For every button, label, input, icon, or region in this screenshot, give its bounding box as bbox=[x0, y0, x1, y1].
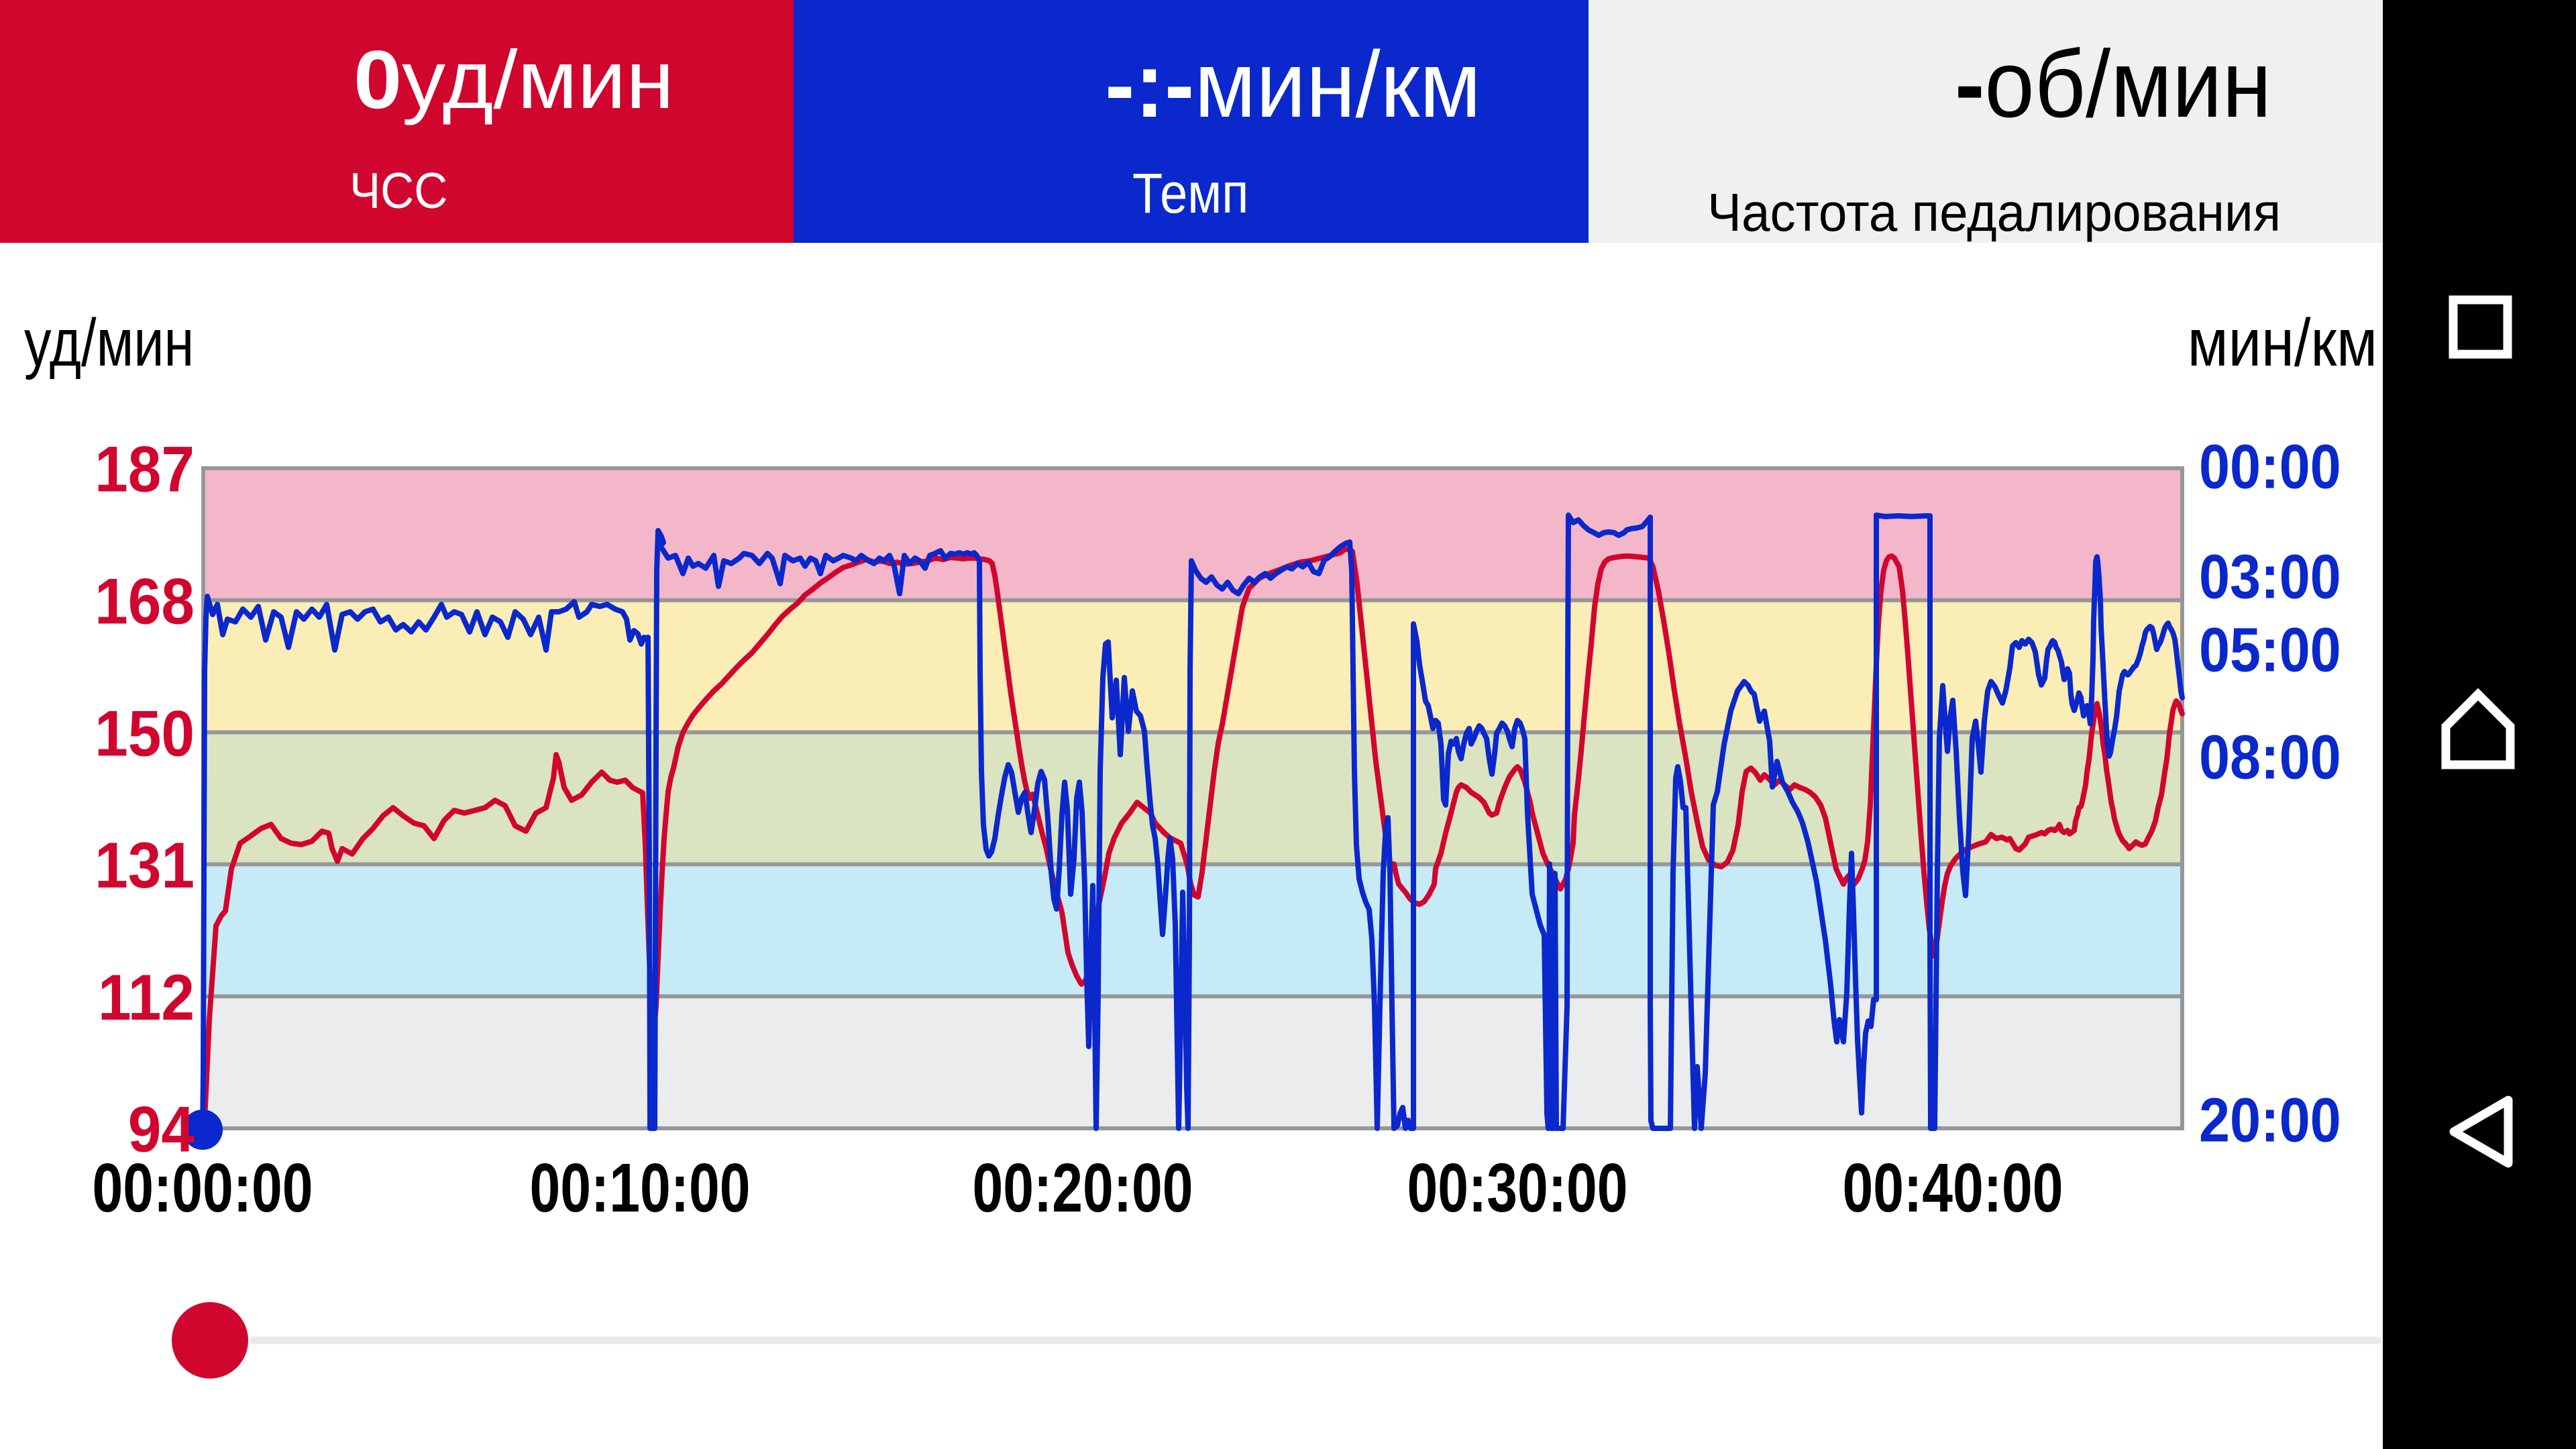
svg-text:уд/мин: уд/мин bbox=[24, 306, 194, 380]
svg-text:ЧСС: ЧСС bbox=[350, 164, 447, 219]
svg-text:Частота педалирования: Частота педалирования bbox=[1707, 182, 2281, 242]
svg-text:08:00: 08:00 bbox=[2199, 722, 2341, 792]
svg-text:мин/км: мин/км bbox=[2188, 306, 2377, 380]
svg-text:03:00: 03:00 bbox=[2199, 541, 2341, 612]
svg-text:112: 112 bbox=[98, 961, 195, 1033]
svg-text:00:00: 00:00 bbox=[2199, 431, 2341, 502]
svg-text:131: 131 bbox=[95, 829, 195, 902]
svg-text:94: 94 bbox=[128, 1093, 195, 1165]
svg-text:00:00:00: 00:00:00 bbox=[93, 1149, 313, 1226]
svg-text:05:00: 05:00 bbox=[2199, 614, 2341, 685]
svg-text:20:00: 20:00 bbox=[2199, 1085, 2341, 1155]
svg-text:00:30:00: 00:30:00 bbox=[1407, 1149, 1628, 1226]
svg-text:00:10:00: 00:10:00 bbox=[530, 1149, 751, 1226]
svg-text:-:-мин/км: -:-мин/км bbox=[1105, 32, 1481, 137]
svg-text:-об/мин: -об/мин bbox=[1955, 31, 2271, 138]
svg-text:00:40:00: 00:40:00 bbox=[1843, 1149, 2063, 1226]
svg-text:Темп: Темп bbox=[1132, 162, 1248, 225]
svg-text:00:20:00: 00:20:00 bbox=[973, 1149, 1193, 1226]
svg-text:168: 168 bbox=[95, 565, 195, 637]
svg-text:187: 187 bbox=[95, 433, 195, 505]
svg-text:0уд/мин: 0уд/мин bbox=[354, 34, 674, 125]
svg-text:150: 150 bbox=[95, 697, 195, 769]
